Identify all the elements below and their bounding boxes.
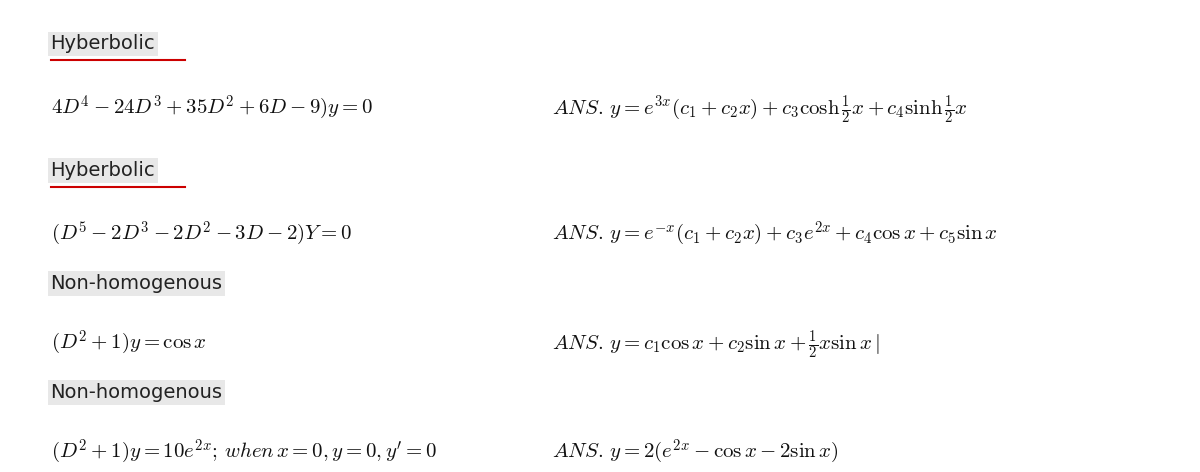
Text: $(D^5 - 2D^3 - 2D^2 - 3D - 2)Y = 0$: $(D^5 - 2D^3 - 2D^2 - 3D - 2)Y = 0$: [50, 220, 352, 248]
Text: $ANS.\, y = c_1 \cos x + c_2 \sin x + \frac{1}{2}x \sin x\,|$: $ANS.\, y = c_1 \cos x + c_2 \sin x + \f…: [552, 329, 880, 361]
Text: $4D^4 - 24D^3 + 35D^2 + 6D - 9)y = 0$: $4D^4 - 24D^3 + 35D^2 + 6D - 9)y = 0$: [50, 93, 373, 122]
Text: $ANS.\, y = 2(e^{2x} - \cos x - 2\sin x)$: $ANS.\, y = 2(e^{2x} - \cos x - 2\sin x)…: [552, 438, 839, 466]
Text: Hyberbolic: Hyberbolic: [50, 34, 155, 53]
Text: Non-homogenous: Non-homogenous: [50, 274, 222, 294]
Text: $(D^2 + 1)y = 10e^{2x};\, when\, x = 0, y = 0, y' = 0$: $(D^2 + 1)y = 10e^{2x};\, when\, x = 0, …: [50, 438, 437, 466]
Text: $ANS.\, y = e^{-x}(c_1 + c_2 x) + c_3 e^{2x} + c_4 \cos x + c_5 \sin x$: $ANS.\, y = e^{-x}(c_1 + c_2 x) + c_3 e^…: [552, 220, 998, 248]
Text: Non-homogenous: Non-homogenous: [50, 383, 222, 402]
Text: $ANS.\, y = e^{3x}(c_1 + c_2 x) + c_3 \cosh\frac{1}{2}x + c_4 \sinh\frac{1}{2}x$: $ANS.\, y = e^{3x}(c_1 + c_2 x) + c_3 \c…: [552, 93, 968, 126]
Text: $(D^2 + 1)y = \cos x$: $(D^2 + 1)y = \cos x$: [50, 329, 206, 357]
Text: Hyberbolic: Hyberbolic: [50, 161, 155, 180]
